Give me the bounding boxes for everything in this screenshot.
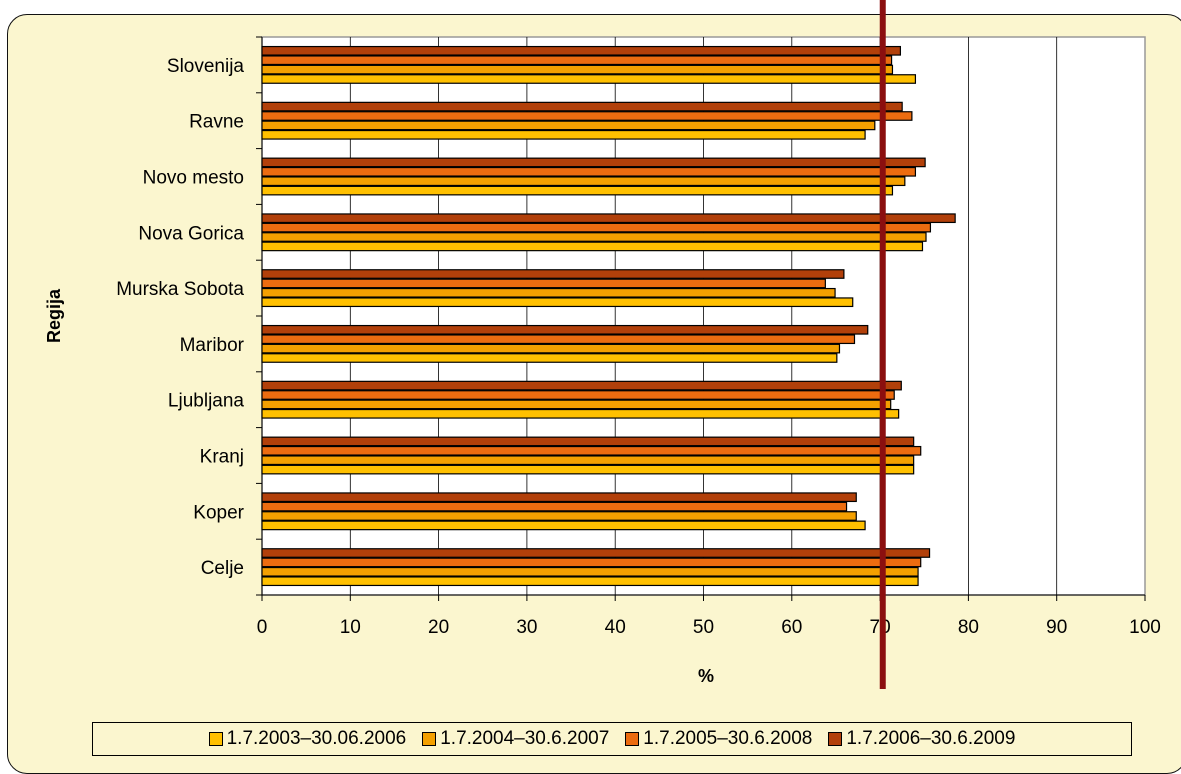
bar [261, 269, 845, 279]
bar [261, 548, 931, 558]
bar [261, 241, 924, 252]
bar [261, 287, 836, 298]
category-label: Maribor [180, 335, 245, 356]
x-tick-label: 20 [428, 617, 449, 638]
bar [261, 511, 857, 521]
bar [261, 232, 927, 242]
category-label: Kranj [200, 447, 244, 468]
bar [261, 157, 926, 168]
bar [261, 111, 913, 121]
chart: 0102030405060708090100SlovenijaRavneNovo… [44, 0, 1161, 689]
bar [261, 55, 893, 66]
category-label: Celje [201, 558, 244, 579]
bar [261, 64, 894, 75]
bar [261, 343, 841, 354]
legend-swatch [208, 732, 223, 746]
bar [261, 120, 876, 131]
legend-swatch [828, 732, 843, 746]
bar [261, 324, 869, 335]
bar [261, 501, 848, 512]
bar [261, 566, 919, 577]
bar [261, 436, 915, 447]
bar [261, 45, 902, 56]
category-label: Koper [193, 502, 244, 523]
bar [261, 213, 956, 224]
legend-label: 1.7.2003–30.06.2006 [226, 728, 407, 749]
category-label: Ravne [189, 112, 244, 133]
x-tick-label: 30 [516, 617, 537, 638]
legend-swatch [422, 732, 437, 746]
bar [261, 129, 866, 140]
x-tick-label: 90 [1046, 617, 1067, 638]
bar [261, 464, 915, 475]
category-label: Slovenija [167, 56, 245, 77]
legend-item: 1.7.2003–30.06.2006 [208, 728, 407, 750]
category-label: Ljubljana [168, 391, 244, 412]
bar [261, 380, 902, 391]
bar [261, 185, 894, 196]
bar [261, 455, 915, 466]
bar [261, 492, 857, 503]
bar [261, 445, 922, 456]
bar [261, 390, 895, 400]
legend-label: 1.7.2006–30.6.2009 [846, 728, 1016, 749]
x-tick-label: 10 [340, 617, 361, 638]
x-tick-label: 100 [1129, 617, 1161, 638]
x-tick-label: 40 [605, 617, 626, 638]
bar [261, 278, 826, 289]
legend-label: 1.7.2004–30.6.2007 [440, 728, 610, 749]
bar [261, 408, 900, 419]
bar [261, 176, 906, 187]
bar [261, 399, 892, 410]
legend-swatch [625, 732, 640, 746]
bar [261, 557, 922, 568]
category-label: Novo mesto [143, 168, 244, 189]
x-tick-label: 60 [781, 617, 802, 638]
bar [261, 576, 919, 587]
category-label: Nova Gorica [138, 223, 244, 244]
x-tick-label: 50 [693, 617, 714, 638]
legend-item: 1.7.2004–30.6.2007 [422, 728, 609, 750]
bar [261, 74, 917, 84]
legend-item: 1.7.2006–30.6.2009 [828, 728, 1015, 750]
category-label: Murska Sobota [116, 279, 244, 300]
bar [261, 334, 856, 345]
x-tick-label: 0 [257, 617, 268, 638]
x-axis-title: % [698, 666, 714, 686]
bar [261, 101, 903, 112]
y-axis-title: Regija [44, 288, 64, 343]
legend-item: 1.7.2005–30.6.2008 [625, 728, 812, 750]
bar [261, 297, 854, 308]
legend-label: 1.7.2005–30.6.2008 [643, 728, 813, 749]
bar [261, 520, 866, 531]
bar [261, 166, 917, 177]
legend: 1.7.2003–30.06.2006 1.7.2004–30.6.2007 1.7… [92, 722, 1132, 756]
bar [261, 353, 838, 363]
x-tick-label: 80 [958, 617, 979, 638]
bar [261, 222, 932, 233]
